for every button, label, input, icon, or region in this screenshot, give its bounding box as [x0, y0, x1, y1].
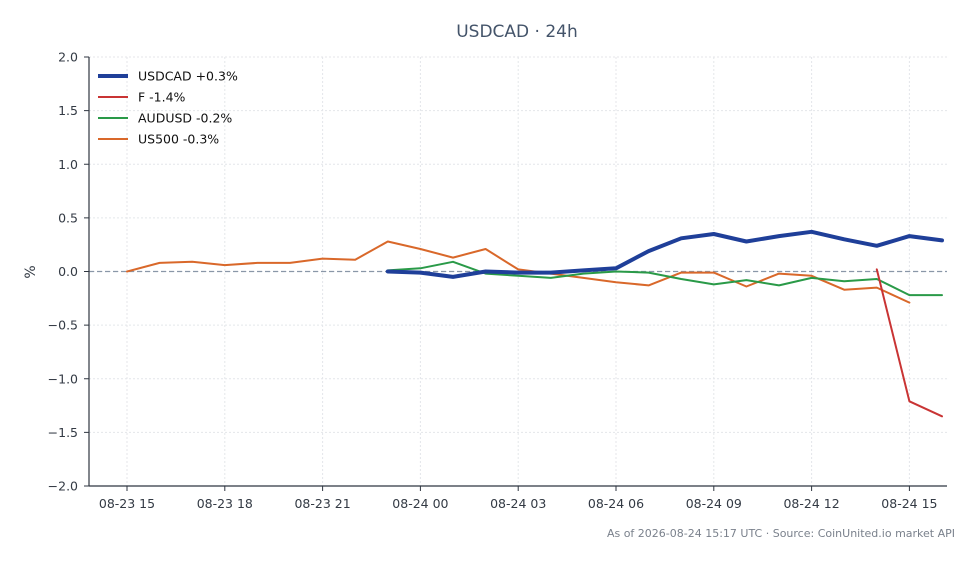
- y-tick-label: 0.0: [58, 264, 78, 279]
- legend: USDCAD +0.3% F -1.4% AUDUSD -0.2% US500 -0.…: [98, 69, 238, 147]
- y-tick-label: 1.5: [58, 103, 78, 118]
- legend-label: USDCAD +0.3%: [138, 69, 238, 84]
- y-axis-label: %: [23, 265, 39, 278]
- series-line-3: [126, 240, 911, 304]
- y-tick-label: −1.5: [48, 425, 78, 440]
- legend-label: AUDUSD -0.2%: [138, 111, 232, 126]
- x-tick-label: 08-24 09: [686, 496, 742, 511]
- chart-title: USDCAD · 24h: [456, 22, 578, 42]
- x-tick-label: 08-24 15: [881, 496, 937, 511]
- y-tick-label: −2.0: [48, 479, 78, 494]
- y-tick-label: 1.0: [58, 157, 78, 172]
- grid-lines: [89, 56, 947, 487]
- y-tick-label: −1.0: [48, 371, 78, 386]
- axes: [84, 56, 947, 491]
- y-tick-label: 0.5: [58, 210, 78, 225]
- x-tick-label: 08-23 15: [99, 496, 155, 511]
- y-tick-label: 2.0: [58, 50, 78, 65]
- series-line-0: [385, 229, 944, 279]
- x-tick-label: 08-24 12: [783, 496, 839, 511]
- x-tick-label: 08-24 03: [490, 496, 546, 511]
- x-tick-label: 08-24 06: [588, 496, 644, 511]
- legend-label: US500 -0.3%: [138, 132, 219, 147]
- x-tick-label: 08-24 00: [392, 496, 448, 511]
- x-tick-label: 08-23 18: [197, 496, 253, 511]
- tick-labels: 2.0 1.5 1.0 0.5 0.0 −0.5 −1.0 −1.5 −2.0 08-23 15 0…: [48, 50, 938, 512]
- legend-label: F -1.4%: [138, 90, 186, 105]
- series-line-1: [875, 268, 943, 418]
- footer-source-note: As of 2026-08-24 15:17 UTC · Source: Coi…: [607, 527, 955, 540]
- series-group: [126, 229, 944, 418]
- x-tick-label: 08-23 21: [294, 496, 350, 511]
- y-tick-label: −0.5: [48, 318, 78, 333]
